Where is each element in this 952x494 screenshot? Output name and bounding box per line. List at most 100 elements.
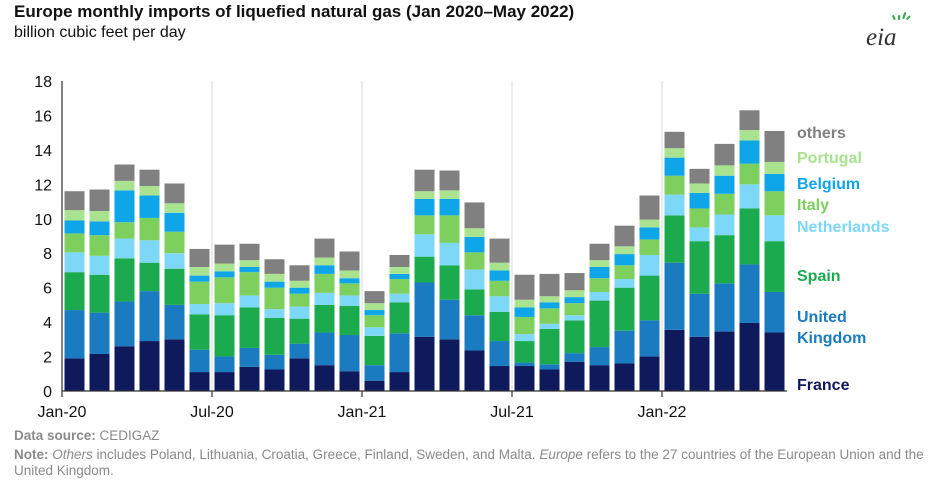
bar-Mar-21-portugal xyxy=(414,191,435,199)
bar-Sep-21-france xyxy=(564,361,585,391)
legend-label-united-kingdom-1: United xyxy=(797,309,847,326)
bar-Jan-22-spain xyxy=(664,215,685,263)
bar-May-21-netherlands xyxy=(464,269,485,290)
bar-Dec-20-portugal xyxy=(339,270,360,279)
bar-Jun-20-united-kingdom xyxy=(189,349,210,373)
bar-Apr-22-spain xyxy=(739,208,760,265)
bar-Jan-22-france xyxy=(664,329,685,391)
bar-Oct-21-netherlands xyxy=(589,291,610,301)
bar-Dec-20-france xyxy=(339,371,360,391)
bar-Aug-21-spain xyxy=(539,329,560,365)
bar-Sep-21-spain xyxy=(564,320,585,354)
y-tick-label-16: 16 xyxy=(34,108,52,125)
bar-Jun-21-others xyxy=(489,238,510,263)
bar-Aug-20-italy xyxy=(239,272,260,296)
bar-Sep-20-italy xyxy=(264,287,285,310)
bar-Mar-22-portugal xyxy=(714,165,735,176)
bar-Dec-21-portugal xyxy=(639,219,660,228)
bar-Mar-21-united-kingdom xyxy=(414,282,435,337)
bar-Jun-21-netherlands xyxy=(489,296,510,312)
bar-Feb-22-spain xyxy=(689,241,710,294)
bar-Jan-20-portugal xyxy=(64,210,85,221)
bar-May-20-france xyxy=(164,339,185,391)
bar-May-22-portugal xyxy=(764,161,785,174)
bar-Apr-21-spain xyxy=(439,265,460,300)
bar-May-21-portugal xyxy=(464,228,485,237)
data-source: Data source: CEDIGAZ xyxy=(14,428,160,443)
bar-Feb-21-belgium xyxy=(389,273,410,280)
bar-Dec-20-spain xyxy=(339,305,360,336)
chart-axes: 0 2 4 6 8 10 12 14 16 18 Jan-20 Jul-20 Jan-21 Jul-21 J… xyxy=(34,74,787,421)
bar-Dec-21-italy xyxy=(639,239,660,255)
bar-Feb-20-united-kingdom xyxy=(89,312,110,354)
bar-May-22-others xyxy=(764,130,785,162)
bar-Oct-20-italy xyxy=(289,293,310,307)
bar-Jul-20-netherlands xyxy=(214,303,235,316)
bar-Jan-20-belgium xyxy=(64,220,85,234)
bar-Nov-21-others xyxy=(614,225,635,247)
bar-Feb-20-portugal xyxy=(89,211,110,222)
bar-Apr-22-france xyxy=(739,322,760,391)
bar-Feb-21-others xyxy=(389,254,410,267)
bar-Jan-22-portugal xyxy=(664,148,685,158)
bar-Dec-21-belgium xyxy=(639,227,660,240)
bar-Oct-20-netherlands xyxy=(289,306,310,319)
bar-May-20-portugal xyxy=(164,203,185,213)
bar-Jun-21-portugal xyxy=(489,262,510,271)
bar-Aug-20-belgium xyxy=(239,267,260,273)
bar-Nov-20-spain xyxy=(314,304,335,333)
bar-Jun-20-netherlands xyxy=(189,304,210,315)
bar-Apr-21-others xyxy=(439,170,460,191)
y-tick-label-14: 14 xyxy=(34,143,52,160)
bar-Jul-21-france xyxy=(514,366,535,391)
bar-Jun-20-france xyxy=(189,372,210,391)
bar-Nov-21-spain xyxy=(614,287,635,331)
bar-Nov-21-netherlands xyxy=(614,279,635,288)
bar-Jun-21-france xyxy=(489,366,510,391)
eia-logo-text: eia xyxy=(866,24,897,51)
bar-Nov-21-portugal xyxy=(614,246,635,255)
bar-Apr-22-portugal xyxy=(739,130,760,141)
bar-May-22-belgium xyxy=(764,174,785,192)
x-tick-label-Jan-20: Jan-20 xyxy=(38,404,87,421)
legend-label-portugal: Portugal xyxy=(797,150,862,167)
bar-Dec-20-others xyxy=(339,251,360,271)
bar-Jan-20-france xyxy=(64,358,85,391)
bar-Aug-21-belgium xyxy=(539,302,560,309)
legend-label-united-kingdom-2: Kingdom xyxy=(797,330,866,347)
bar-Jan-22-netherlands xyxy=(664,194,685,216)
bar-Jan-22-others xyxy=(664,131,685,149)
bar-May-21-spain xyxy=(464,289,485,316)
legend-label-netherlands: Netherlands xyxy=(797,219,890,236)
bar-Jan-22-united-kingdom xyxy=(664,262,685,330)
legend-label-others: others xyxy=(797,125,846,142)
bar-Mar-22-netherlands xyxy=(714,214,735,236)
bar-May-21-belgium xyxy=(464,236,485,253)
bar-Dec-20-netherlands xyxy=(339,295,360,306)
bar-Mar-22-belgium xyxy=(714,175,735,194)
bar-Jan-20-netherlands xyxy=(64,252,85,273)
bar-Sep-21-others xyxy=(564,273,585,291)
bar-Nov-21-france xyxy=(614,363,635,391)
bar-Jul-21-netherlands xyxy=(514,334,535,342)
note-text-2: refers to the 27 countries of the Europe… xyxy=(14,447,924,478)
bar-Jan-22-belgium xyxy=(664,157,685,176)
bar-May-21-united-kingdom xyxy=(464,315,485,351)
bar-Jan-21-spain xyxy=(364,335,385,366)
bar-Dec-20-italy xyxy=(339,283,360,296)
bar-Mar-21-spain xyxy=(414,256,435,283)
bar-Sep-20-france xyxy=(264,369,285,391)
bar-Sep-21-belgium xyxy=(564,297,585,304)
y-tick-label-18: 18 xyxy=(34,74,52,91)
bar-Mar-22-italy xyxy=(714,193,735,215)
bar-Feb-22-italy xyxy=(689,208,710,228)
data-source-text: CEDIGAZ xyxy=(99,428,160,443)
bar-Apr-21-belgium xyxy=(439,198,460,216)
y-tick-label-10: 10 xyxy=(34,212,52,229)
bar-Nov-20-others xyxy=(314,238,335,258)
bar-Feb-22-united-kingdom xyxy=(689,293,710,337)
bar-Apr-21-united-kingdom xyxy=(439,299,460,340)
bar-Jun-20-italy xyxy=(189,281,210,305)
bar-Feb-21-netherlands xyxy=(389,293,410,303)
